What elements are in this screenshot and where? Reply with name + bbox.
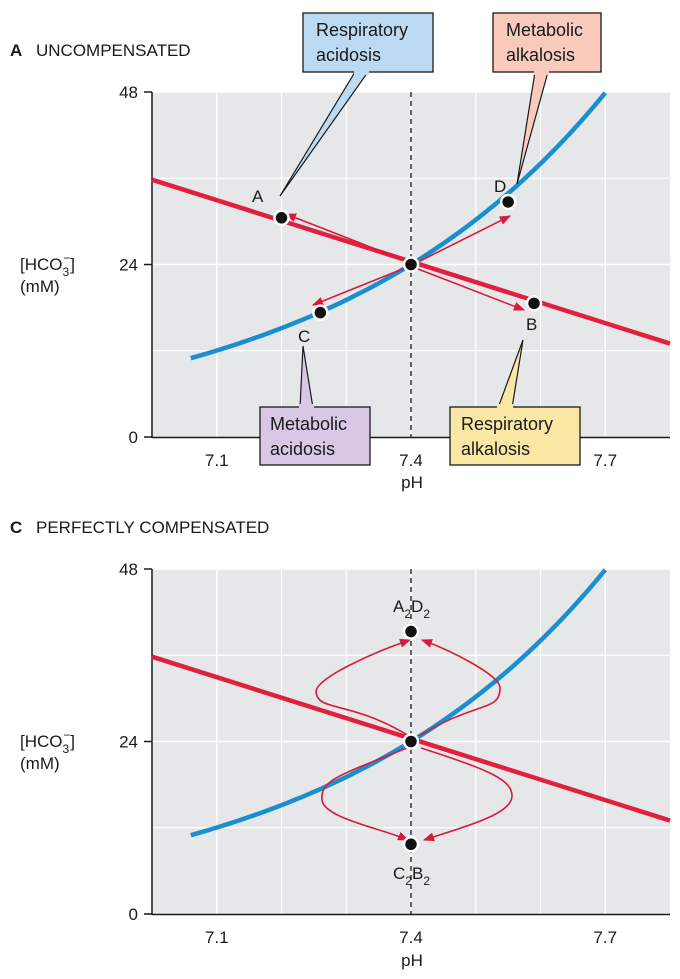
callout-metabolic-alkalosis-line1: Metabolic: [506, 20, 583, 40]
x-tick-label: 7.1: [205, 451, 229, 470]
data-point: [273, 209, 290, 227]
data-point: [525, 295, 543, 312]
x-tick-label: 7.4: [399, 451, 423, 470]
point-a2d2-label: A2D2: [393, 597, 430, 621]
panel-c-ticks: 7.1 7.4 7.7 0 24 48: [119, 560, 617, 947]
y-tick-label: 0: [129, 905, 138, 924]
panel-a: A UNCOMPENSATED 7.1 7.4 7.7 0 24 48 pH [HCO3−…: [10, 12, 671, 492]
callout-metabolic-alkalosis-line2: alkalosis: [506, 45, 575, 65]
callout-respiratory-acidosis-line1: Respiratory: [316, 20, 408, 40]
point-b-label: B: [526, 315, 537, 334]
point-c-label: C: [298, 327, 310, 346]
panel-a-arrow-to-d: [419, 215, 512, 262]
panel-c-arrow-right-down: [420, 747, 513, 842]
point-c2b2-label: C2B2: [393, 864, 430, 888]
callout-respiratory-acidosis: Respiratory acidosis: [279, 12, 434, 197]
panel-c-arrow-right-up: [418, 639, 501, 737]
data-point: [312, 304, 329, 321]
point-a-label: A: [252, 187, 264, 206]
panel-c: C PERFECTLY COMPENSATED 7.1 7.4 7.7 0 24 48 p…: [10, 518, 671, 970]
panel-a-letter: A: [10, 41, 22, 60]
panel-c-bicarbonate-curve: [190, 568, 608, 838]
panel-c-letter: C: [10, 518, 22, 537]
panel-c-x-label: pH: [401, 951, 423, 970]
x-tick-label: 7.1: [205, 928, 229, 947]
callout-respiratory-alkalosis-line2: alkalosis: [461, 439, 530, 459]
x-tick-label: 7.7: [593, 928, 617, 947]
data-point: [402, 733, 420, 750]
panel-a-ticks: 7.1 7.4 7.7 0 24 48: [119, 83, 617, 470]
callout-respiratory-alkalosis-line1: Respiratory: [461, 414, 553, 434]
panel-c-points: [402, 623, 420, 853]
y-tick-label: 24: [119, 256, 138, 275]
panel-c-title: PERFECTLY COMPENSATED: [36, 518, 269, 537]
panel-a-arrow-to-c: [311, 267, 406, 306]
callout-respiratory-acidosis-line2: acidosis: [316, 45, 381, 65]
callout-metabolic-alkalosis: Metabolic alkalosis: [492, 12, 602, 185]
data-point: [402, 256, 420, 273]
callout-respiratory-alkalosis: Respiratory alkalosis: [449, 339, 581, 466]
panel-a-bicarbonate-curve: [190, 91, 608, 361]
x-tick-label: 7.4: [399, 928, 423, 947]
panel-a-points: [273, 193, 543, 321]
y-tick-label: 0: [129, 428, 138, 447]
data-point: [402, 836, 420, 853]
y-tick-label: 24: [119, 733, 138, 752]
data-point: [402, 623, 420, 640]
panel-a-x-label: pH: [401, 473, 423, 492]
callout-metabolic-acidosis-line1: Metabolic: [270, 414, 347, 434]
panel-a-title: UNCOMPENSATED: [36, 41, 191, 60]
data-point: [499, 193, 517, 211]
panel-c-y-unit: (mM): [20, 754, 60, 773]
x-tick-label: 7.7: [593, 451, 617, 470]
panel-a-y-label: [HCO3−]: [20, 251, 75, 279]
panel-c-arrow-left-up: [315, 638, 412, 737]
point-d-label: D: [494, 177, 506, 196]
y-tick-label: 48: [119, 560, 138, 579]
panel-a-arrow-to-b: [417, 268, 526, 311]
panel-c-arrow-left-down: [321, 747, 410, 841]
callout-metabolic-acidosis: Metabolic acidosis: [259, 345, 371, 466]
panel-a-arrow-to-a: [284, 213, 407, 262]
callout-metabolic-acidosis-line2: acidosis: [270, 439, 335, 459]
panel-a-y-unit: (mM): [20, 277, 60, 296]
y-tick-label: 48: [119, 83, 138, 102]
panel-c-y-label: [HCO3−]: [20, 728, 75, 756]
